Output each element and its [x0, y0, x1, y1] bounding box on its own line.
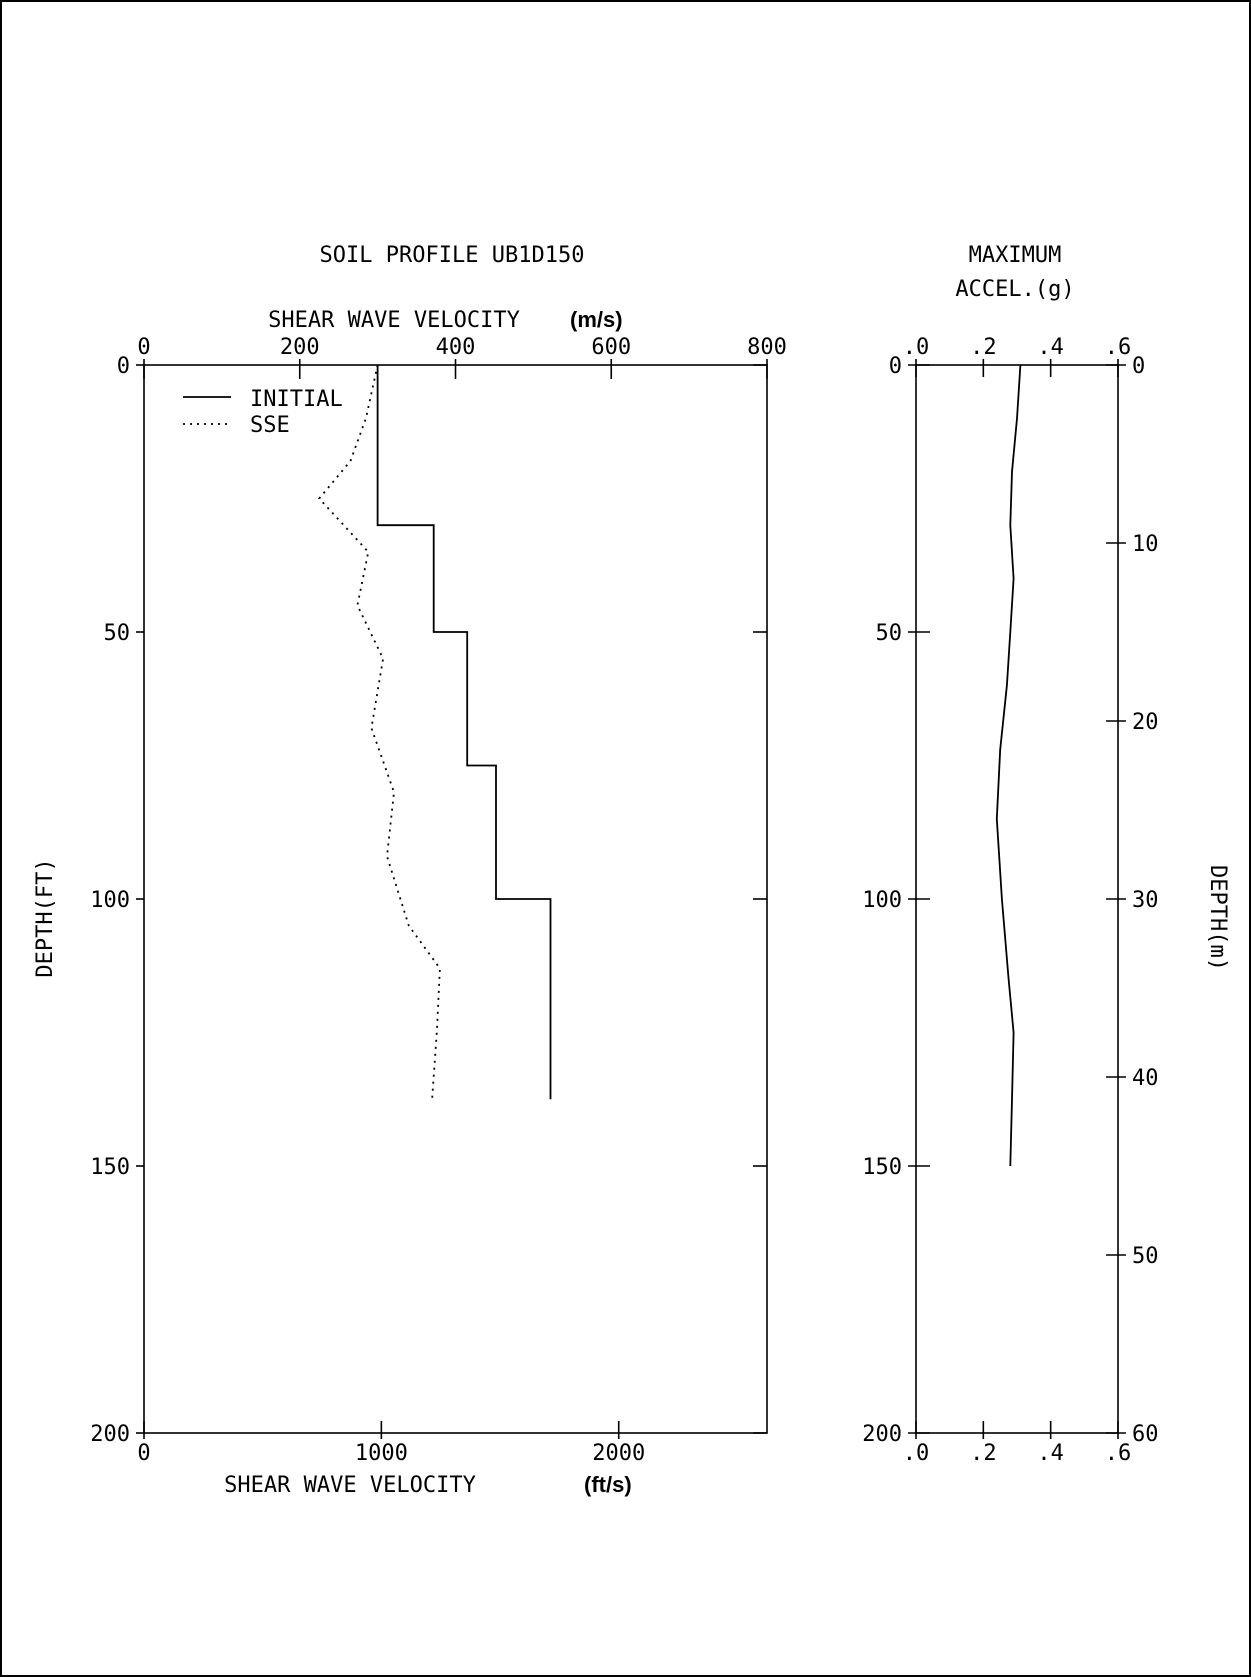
bottom-x-tick-label: 1000 [355, 1441, 408, 1466]
top-x-axis-unit: (m/s) [570, 307, 623, 332]
right-chart-ft-tick-label: 200 [862, 1422, 902, 1447]
accel-top-tick-label: .0 [903, 335, 930, 360]
initial-series-line [376, 365, 552, 1100]
right-chart-ticks: .0.0.2.2.4.4.6.6050100150200010203040506… [862, 335, 1158, 1466]
accel-bottom-tick-label: .4 [1037, 1441, 1064, 1466]
left-y-tick-label: 50 [104, 621, 131, 646]
left-y-tick-label: 0 [117, 354, 130, 379]
depth-m-tick-label: 50 [1132, 1244, 1159, 1269]
legend-sse-label: SSE [250, 413, 290, 438]
right-chart-title-line1: MAXIMUM [969, 243, 1062, 268]
left-chart-series [318, 364, 552, 1100]
depth-m-tick-label: 10 [1132, 532, 1159, 557]
accel-bottom-tick-label: .6 [1105, 1441, 1132, 1466]
accel-top-tick-label: .2 [970, 335, 997, 360]
top-x-tick-label: 0 [137, 335, 150, 360]
bottom-x-axis-unit: (ft/s) [584, 1472, 632, 1497]
right-chart-ft-tick-label: 0 [889, 354, 902, 379]
right-chart-ft-tick-label: 100 [862, 888, 902, 913]
legend: INITIAL SSE [183, 387, 343, 438]
sse-series-line [318, 364, 441, 1100]
right-chart-ft-tick-label: 150 [862, 1155, 902, 1180]
depth-m-tick-label: 20 [1132, 710, 1159, 735]
left-y-tick-label: 150 [90, 1155, 130, 1180]
max-accel-line [995, 364, 1022, 1167]
depth-m-tick-label: 60 [1132, 1422, 1159, 1447]
bottom-x-tick-label: 0 [137, 1441, 150, 1466]
top-x-axis-label: SHEAR WAVE VELOCITY [268, 308, 520, 333]
right-chart-series [995, 364, 1022, 1167]
accel-bottom-tick-label: .2 [970, 1441, 997, 1466]
left-chart-frame [143, 364, 768, 1434]
accel-top-tick-label: .6 [1105, 335, 1132, 360]
accel-bottom-tick-label: .0 [903, 1441, 930, 1466]
left-y-tick-label: 200 [90, 1422, 130, 1447]
top-x-tick-label: 800 [747, 335, 787, 360]
top-x-tick-label: 200 [280, 335, 320, 360]
left-y-axis-label: DEPTH(FT) [33, 858, 58, 977]
left-chart-ticks: 0 200 400 600 800 0 1000 2000 0 50 100 150 200 [90, 335, 787, 1466]
depth-m-tick-label: 40 [1132, 1066, 1159, 1091]
top-x-tick-label: 400 [436, 335, 476, 360]
right-chart-ft-tick-label: 50 [876, 621, 903, 646]
legend-initial-label: INITIAL [250, 387, 343, 412]
left-y-tick-label: 100 [90, 888, 130, 913]
bottom-x-tick-label: 2000 [592, 1441, 645, 1466]
accel-top-tick-label: .4 [1037, 335, 1064, 360]
depth-m-tick-label: 0 [1132, 354, 1145, 379]
depth-m-tick-label: 30 [1132, 888, 1159, 913]
right-chart-frame [915, 364, 1119, 1434]
bottom-x-axis-label: SHEAR WAVE VELOCITY [224, 1473, 476, 1498]
right-y-axis-label: DEPTH(m) [1205, 865, 1230, 971]
right-chart-title-line2: ACCEL.(g) [955, 277, 1074, 302]
top-x-tick-label: 600 [591, 335, 631, 360]
left-chart-title: SOIL PROFILE UB1D150 [320, 243, 585, 268]
